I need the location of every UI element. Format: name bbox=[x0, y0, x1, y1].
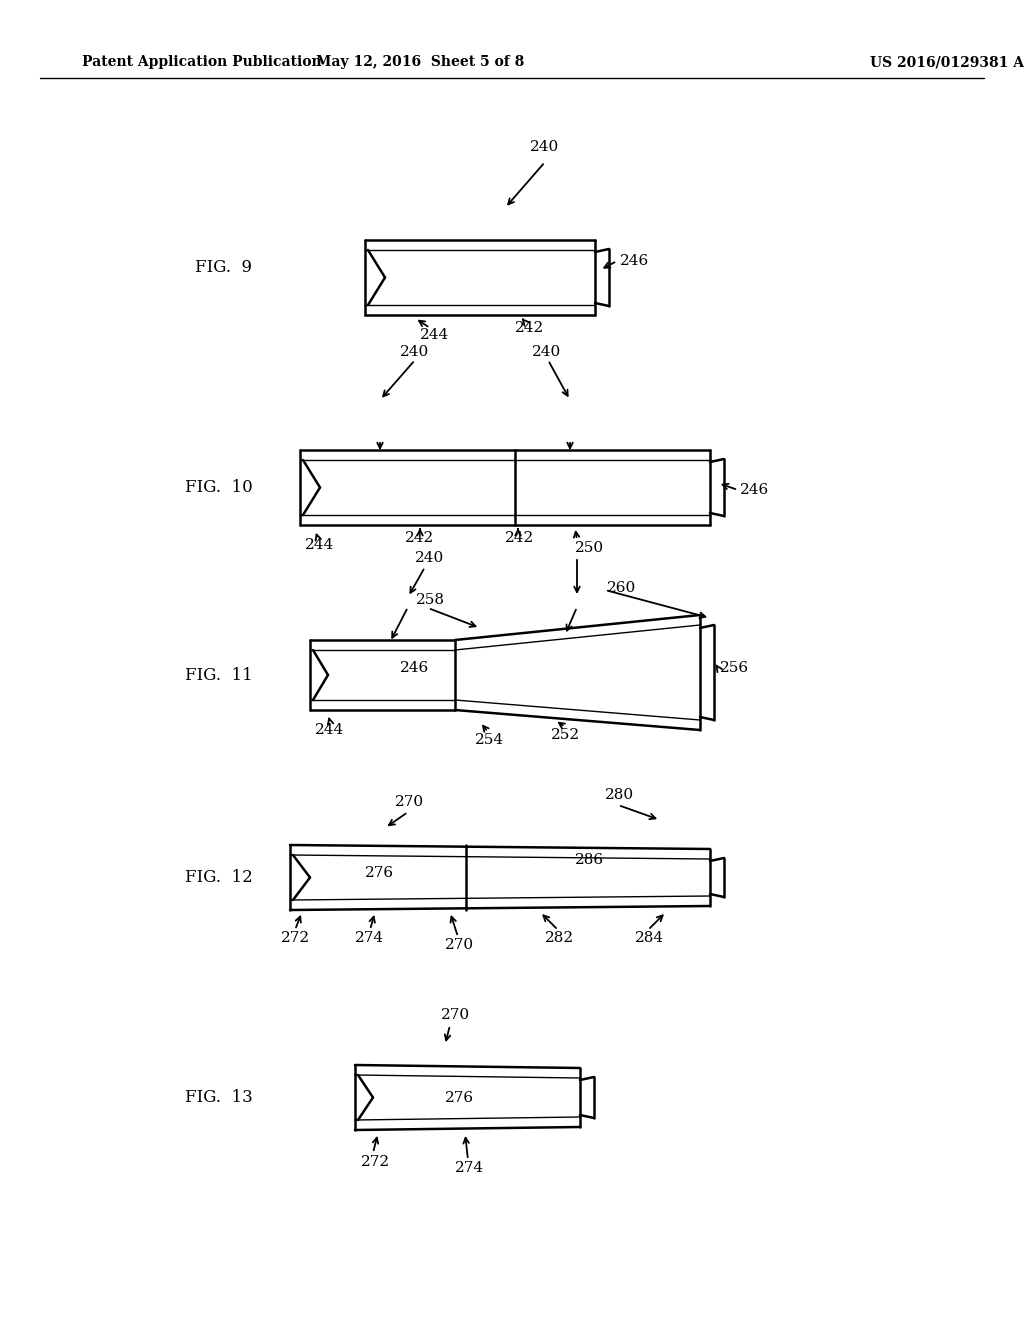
Text: 284: 284 bbox=[636, 931, 665, 945]
Text: 270: 270 bbox=[395, 795, 425, 809]
Text: 240: 240 bbox=[530, 140, 560, 154]
Text: 270: 270 bbox=[440, 1008, 470, 1022]
Text: US 2016/0129381 A1: US 2016/0129381 A1 bbox=[870, 55, 1024, 69]
Text: 240: 240 bbox=[400, 345, 430, 359]
Text: 274: 274 bbox=[355, 931, 385, 945]
Text: May 12, 2016  Sheet 5 of 8: May 12, 2016 Sheet 5 of 8 bbox=[315, 55, 524, 69]
Text: 244: 244 bbox=[421, 327, 450, 342]
Text: 260: 260 bbox=[607, 581, 636, 595]
Text: 280: 280 bbox=[605, 788, 635, 803]
Text: 286: 286 bbox=[575, 853, 604, 867]
Text: 246: 246 bbox=[740, 483, 769, 498]
Text: 240: 240 bbox=[532, 345, 561, 359]
Text: 254: 254 bbox=[475, 733, 505, 747]
Text: 272: 272 bbox=[360, 1155, 389, 1170]
Text: 282: 282 bbox=[546, 931, 574, 945]
Text: FIG.  10: FIG. 10 bbox=[185, 479, 253, 496]
Text: 270: 270 bbox=[445, 939, 474, 952]
Text: 242: 242 bbox=[506, 531, 535, 545]
Text: FIG.  11: FIG. 11 bbox=[185, 667, 253, 684]
Text: 272: 272 bbox=[281, 931, 309, 945]
Text: 252: 252 bbox=[551, 729, 580, 742]
Text: 276: 276 bbox=[445, 1090, 474, 1105]
Text: FIG.  9: FIG. 9 bbox=[195, 259, 252, 276]
Text: Patent Application Publication: Patent Application Publication bbox=[82, 55, 322, 69]
Text: 244: 244 bbox=[315, 723, 345, 737]
Text: 256: 256 bbox=[720, 661, 750, 675]
Text: 274: 274 bbox=[456, 1162, 484, 1175]
Text: 258: 258 bbox=[416, 593, 444, 607]
Text: FIG.  12: FIG. 12 bbox=[185, 869, 253, 886]
Text: 240: 240 bbox=[416, 550, 444, 565]
Text: 242: 242 bbox=[406, 531, 434, 545]
Text: 246: 246 bbox=[400, 661, 430, 675]
Text: 244: 244 bbox=[305, 539, 335, 552]
Text: FIG.  13: FIG. 13 bbox=[185, 1089, 253, 1106]
Text: 246: 246 bbox=[620, 253, 649, 268]
Text: 276: 276 bbox=[366, 866, 394, 880]
Text: 242: 242 bbox=[515, 321, 545, 335]
Text: 250: 250 bbox=[575, 541, 604, 554]
